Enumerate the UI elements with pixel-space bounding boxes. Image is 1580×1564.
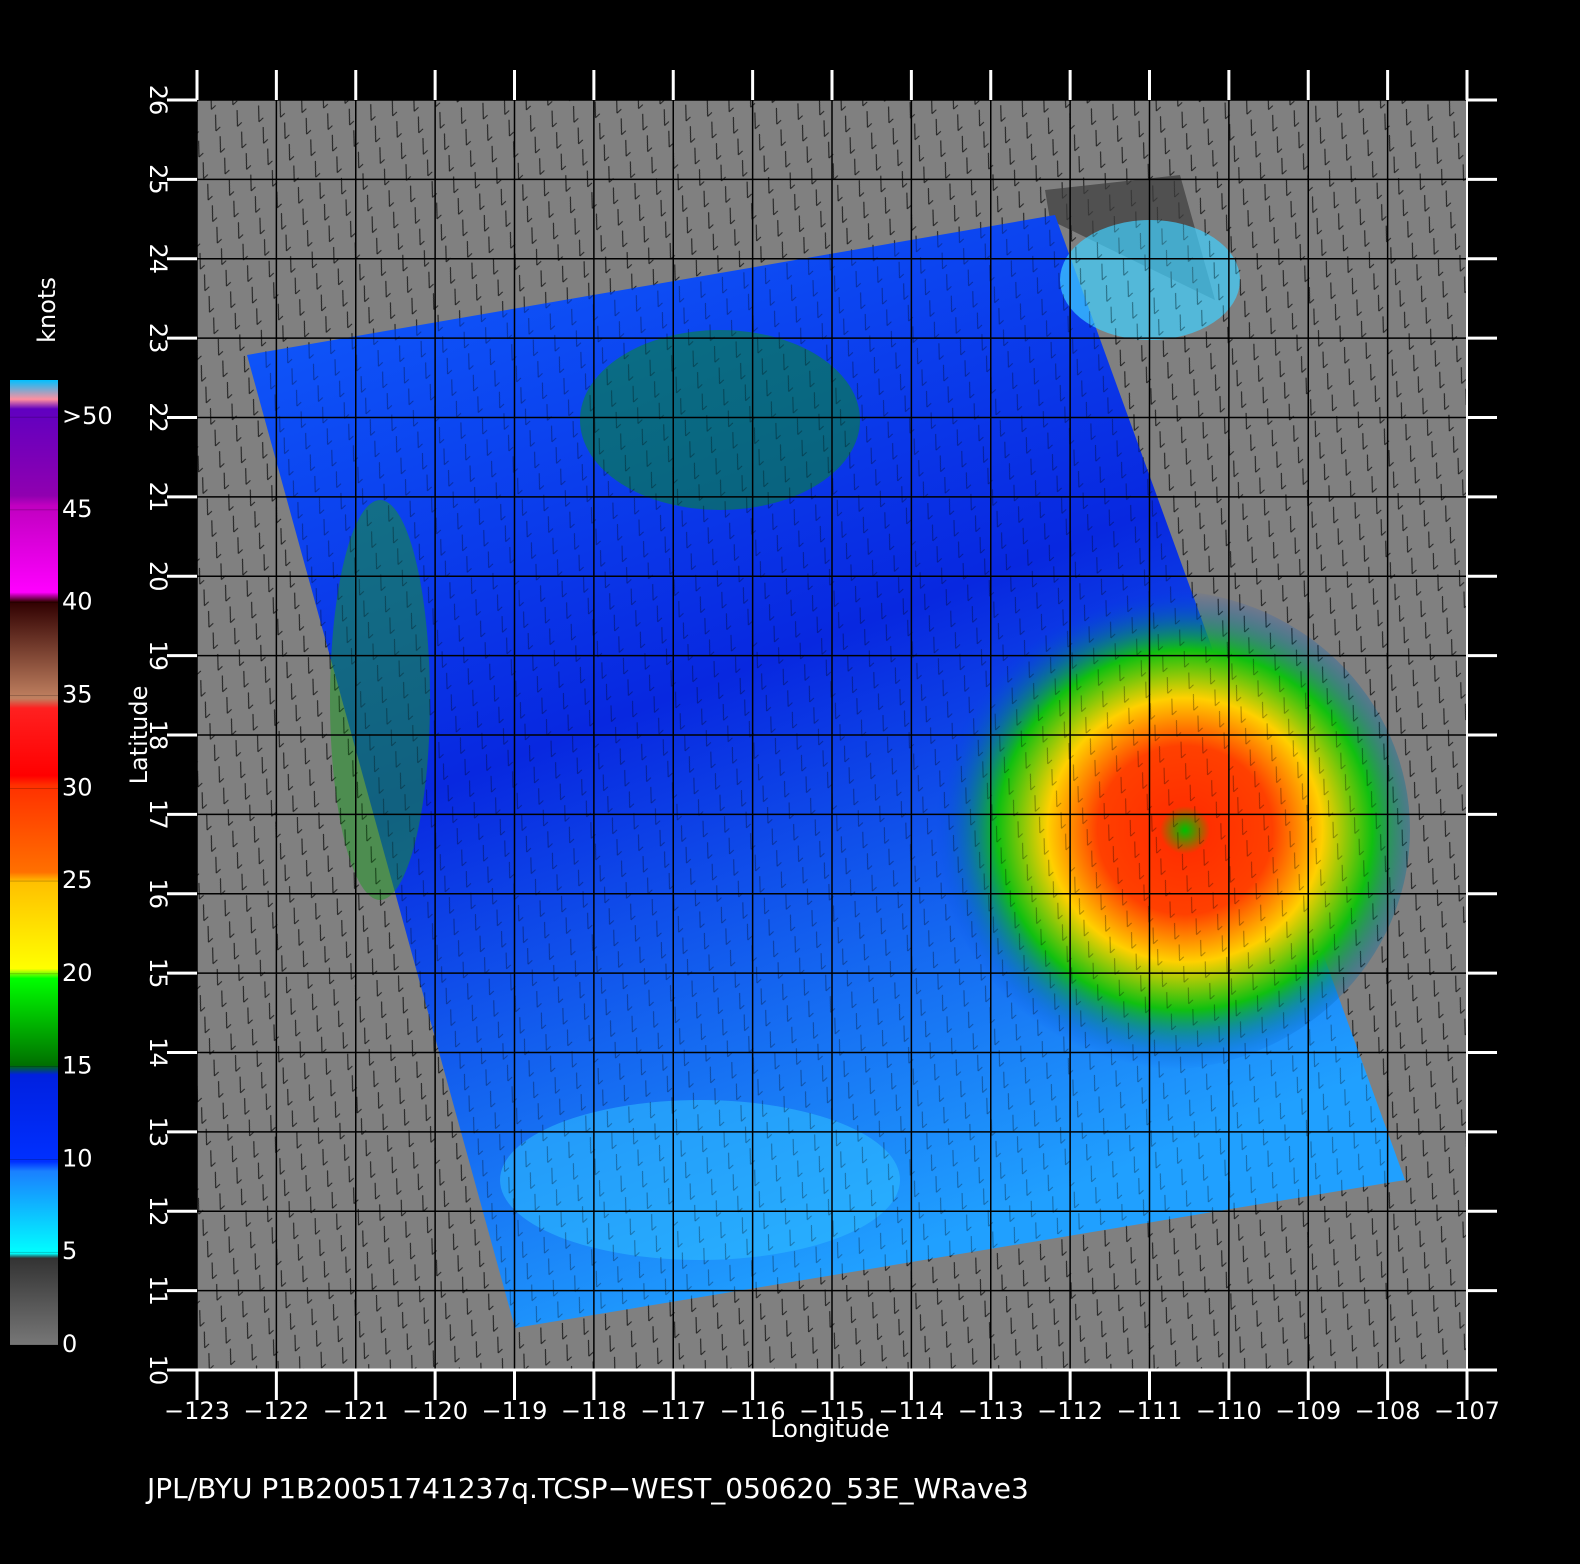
y-tick-label: 23 (144, 323, 172, 354)
y-tick-label: 20 (144, 561, 172, 592)
colorbar-tick-label: 30 (62, 773, 93, 801)
colorbar (10, 380, 58, 1345)
y-tick-label: 24 (144, 243, 172, 274)
x-tick-label: −120 (402, 1397, 468, 1425)
x-tick-label: −122 (243, 1397, 309, 1425)
y-tick-label: 11 (144, 1275, 172, 1306)
y-tick-label: 19 (144, 640, 172, 671)
y-tick-label: 17 (144, 799, 172, 830)
x-tick-label: −112 (1037, 1397, 1103, 1425)
x-tick-label: −118 (561, 1397, 627, 1425)
footer: JPL/BYU P1B20051741237q.TCSP−WEST_050620… (145, 1472, 1029, 1505)
x-tick-label: −110 (1196, 1397, 1262, 1425)
y-tick-label: 15 (144, 958, 172, 989)
x-tick-label: −107 (1434, 1397, 1500, 1425)
colorbar-tick-label: 45 (62, 495, 93, 523)
colorbar-tick-label: 10 (62, 1144, 93, 1172)
colorbar-tick-label: 20 (62, 959, 93, 987)
colorbar-tick-label: 15 (62, 1052, 93, 1080)
y-tick-label: 25 (144, 164, 172, 195)
x-tick-label: −116 (720, 1397, 786, 1425)
colorbar-tick-label: 5 (62, 1237, 77, 1265)
x-tick-label: −113 (958, 1397, 1024, 1425)
x-tick-label: −114 (878, 1397, 944, 1425)
y-tick-label: 14 (144, 1037, 172, 1068)
x-tick-label: −109 (1275, 1397, 1341, 1425)
y-tick-label: 10 (144, 1355, 172, 1386)
y-tick-label: 16 (144, 878, 172, 909)
map-area (197, 100, 1467, 1370)
y-tick-label: 13 (144, 1117, 172, 1148)
colorbar-tick-label: 35 (62, 680, 93, 708)
colorbar-tick-label: 25 (62, 866, 93, 894)
grid (197, 100, 1467, 1370)
x-tick-label: −108 (1355, 1397, 1421, 1425)
x-axis-label: Longitude (770, 1415, 889, 1443)
x-tick-label: −121 (323, 1397, 389, 1425)
y-tick-label: 26 (144, 85, 172, 116)
colorbar-title: knots (33, 277, 61, 343)
y-tick-label: 12 (144, 1196, 172, 1227)
colorbar-tick-label: 40 (62, 588, 93, 616)
colorbar-tick-label: >50 (62, 402, 113, 430)
y-tick-label: 21 (144, 482, 172, 513)
x-tick-label: −123 (164, 1397, 230, 1425)
y-tick-label: 18 (144, 720, 172, 751)
colorbar-tick-label: 0 (62, 1330, 77, 1358)
y-axis-label: Latitude (125, 686, 153, 785)
x-tick-label: −115 (799, 1397, 865, 1425)
y-tick-label: 22 (144, 402, 172, 433)
x-tick-label: −119 (482, 1397, 548, 1425)
x-tick-label: −111 (1117, 1397, 1183, 1425)
x-tick-label: −117 (640, 1397, 706, 1425)
